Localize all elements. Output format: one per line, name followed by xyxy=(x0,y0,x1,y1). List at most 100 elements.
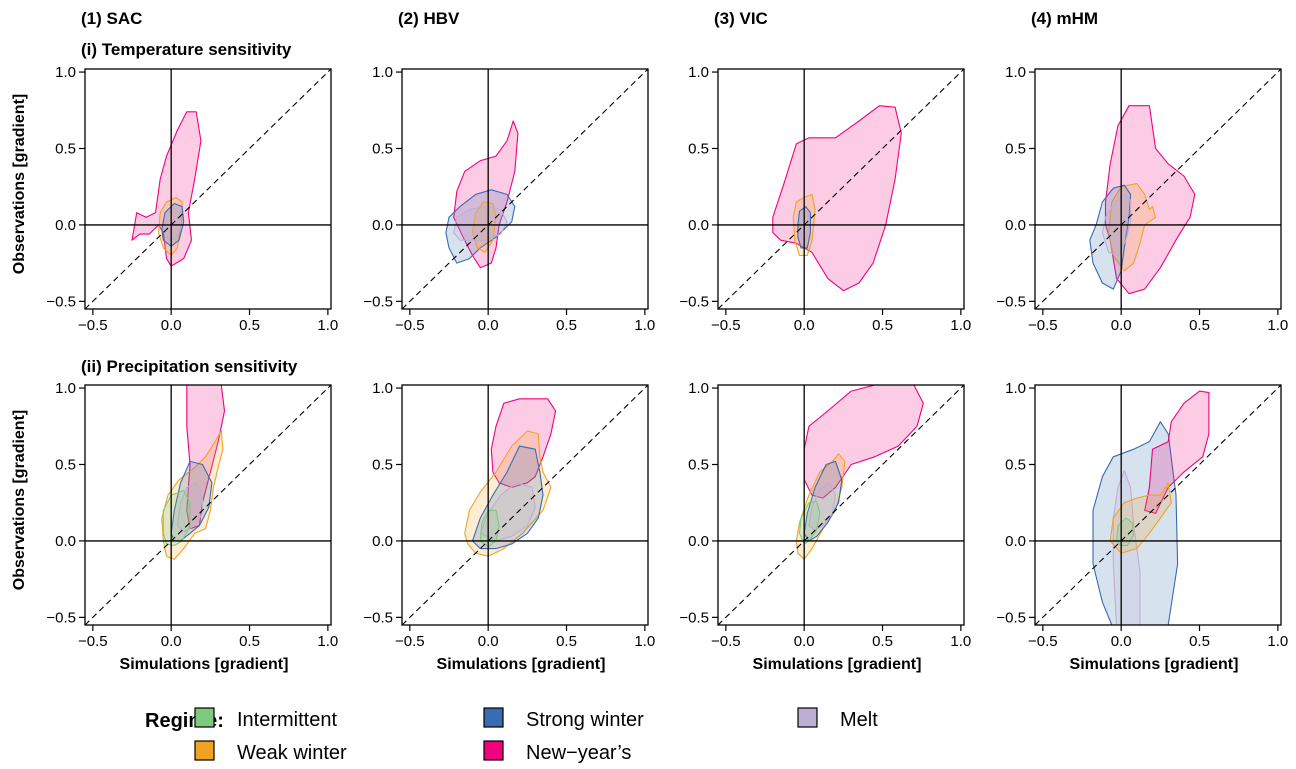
y-tick-label: −0.5 xyxy=(46,609,76,626)
x-tick-label: 0.5 xyxy=(1189,633,1210,650)
x-axis-label-hbv: Simulations [gradient] xyxy=(437,656,606,673)
legend-swatch-new-years xyxy=(483,740,504,761)
x-tick-label: 1.0 xyxy=(634,317,655,334)
y-tick-label: 0.0 xyxy=(688,533,709,550)
x-tick-label: 1.0 xyxy=(950,317,971,334)
y-tick-label: −0.5 xyxy=(996,293,1026,310)
y-tick-label: −0.5 xyxy=(679,293,709,310)
column-title-sac: (1) SAC xyxy=(81,9,142,28)
x-tick-label: −0.5 xyxy=(711,633,741,650)
one-to-one-line xyxy=(402,69,648,309)
y-tick-label: 1.0 xyxy=(1005,380,1026,397)
y-tick-label: 0.5 xyxy=(55,140,76,157)
panel-frame xyxy=(717,68,965,310)
plot-area xyxy=(85,69,331,309)
panel-frame xyxy=(717,384,965,626)
x-tick-label: 0.5 xyxy=(872,317,893,334)
plot-area xyxy=(1035,69,1281,309)
x-tick-label: −0.5 xyxy=(78,317,108,334)
one-to-one-line xyxy=(85,385,331,625)
y-tick-label: 0.5 xyxy=(372,456,393,473)
y-tick-label: −0.5 xyxy=(679,609,709,626)
x-tick-label: −0.5 xyxy=(395,633,425,650)
x-tick-label: 1.0 xyxy=(634,633,655,650)
one-to-one-line xyxy=(85,69,331,309)
y-axis-label-bottom: Observations [gradient] xyxy=(11,410,28,590)
contour-weak-winter xyxy=(1109,482,1172,554)
contour-weak-winter xyxy=(464,430,552,557)
y-tick-label: 0.0 xyxy=(688,217,709,234)
one-to-one-line xyxy=(1035,69,1281,309)
y-tick-label: 0.0 xyxy=(55,533,76,550)
contour-new-year-s xyxy=(1104,105,1196,295)
panel-vic-precipitation: −0.5−0.5 0.0 0.0 0.5 0.5 1.0 1.0 xyxy=(679,380,971,650)
y-tick-label: 0.0 xyxy=(372,533,393,550)
x-tick-label: 0.0 xyxy=(1111,317,1132,334)
contour-strong-winter xyxy=(471,445,544,550)
contour-new-year-s xyxy=(453,120,519,269)
x-tick-label: 0.5 xyxy=(872,633,893,650)
x-axis-label-sac: Simulations [gradient] xyxy=(120,656,289,673)
x-tick-label: 0.5 xyxy=(556,633,577,650)
y-tick-label: 1.0 xyxy=(1005,64,1026,81)
column-title-hbv: (2) HBV xyxy=(398,9,460,28)
contour-new-year-s xyxy=(490,398,557,488)
plot-area xyxy=(718,385,964,625)
panel-frame xyxy=(84,384,332,626)
one-to-one-line xyxy=(718,69,964,309)
x-tick-label: 0.5 xyxy=(1189,317,1210,334)
contour-new-year-s xyxy=(772,105,902,292)
one-to-one-line xyxy=(402,385,648,625)
y-axis-label-top: Observations [gradient] xyxy=(11,94,28,274)
one-to-one-line xyxy=(1035,385,1281,625)
contour-melt xyxy=(453,206,508,241)
x-tick-label: 0.5 xyxy=(239,317,260,334)
y-tick-label: 0.0 xyxy=(55,217,76,234)
contour-intermittent xyxy=(162,489,191,547)
x-tick-label: −0.5 xyxy=(711,317,741,334)
x-tick-label: 0.0 xyxy=(794,633,815,650)
legend-swatch-weak-winter xyxy=(194,740,215,761)
contour-weak-winter xyxy=(1108,183,1157,272)
x-tick-label: 0.0 xyxy=(161,317,182,334)
panel-sac-precipitation: −0.5−0.5 0.0 0.0 0.5 0.5 1.0 1.0 xyxy=(46,380,338,650)
y-tick-label: −0.5 xyxy=(363,609,393,626)
row-title-temperature: (i) Temperature sensitivity xyxy=(81,40,292,59)
x-tick-label: 0.5 xyxy=(556,317,577,334)
panel-frame xyxy=(1034,384,1282,626)
legend-label-new-years: New−year’s xyxy=(526,742,631,764)
x-axis-label-vic: Simulations [gradient] xyxy=(753,656,922,673)
legend-label-melt: Melt xyxy=(840,709,878,731)
y-tick-label: −0.5 xyxy=(996,609,1026,626)
panel-mhm-precipitation: −0.5−0.5 0.0 0.0 0.5 0.5 1.0 1.0 xyxy=(996,380,1288,650)
x-tick-label: 0.0 xyxy=(478,633,499,650)
x-tick-label: 0.0 xyxy=(161,633,182,650)
y-tick-label: 1.0 xyxy=(372,380,393,397)
panel-hbv-precipitation: −0.5−0.5 0.0 0.0 0.5 0.5 1.0 1.0 xyxy=(363,380,655,650)
plot-area xyxy=(718,69,964,309)
panel-frame xyxy=(84,68,332,310)
plot-area xyxy=(402,385,648,625)
y-tick-label: 0.5 xyxy=(688,456,709,473)
y-tick-label: 0.0 xyxy=(1005,217,1026,234)
y-tick-label: 1.0 xyxy=(688,64,709,81)
contour-strong-winter xyxy=(803,460,843,542)
y-tick-label: 0.5 xyxy=(1005,456,1026,473)
x-tick-label: −0.5 xyxy=(1028,317,1058,334)
y-tick-label: 0.0 xyxy=(372,217,393,234)
x-tick-label: 0.0 xyxy=(794,317,815,334)
y-tick-label: 0.5 xyxy=(1005,140,1026,157)
plot-area xyxy=(1035,385,1281,625)
x-tick-label: 0.0 xyxy=(478,317,499,334)
contour-weak-winter xyxy=(795,453,846,560)
y-tick-label: 1.0 xyxy=(55,64,76,81)
panel-frame xyxy=(401,384,649,626)
y-tick-label: 1.0 xyxy=(55,380,76,397)
x-tick-label: 0.0 xyxy=(1111,633,1132,650)
x-tick-label: 1.0 xyxy=(1267,317,1288,334)
x-tick-label: −0.5 xyxy=(78,633,108,650)
x-tick-label: −0.5 xyxy=(395,317,425,334)
row-title-precipitation: (ii) Precipitation sensitivity xyxy=(81,357,298,376)
contour-intermittent xyxy=(479,509,500,548)
